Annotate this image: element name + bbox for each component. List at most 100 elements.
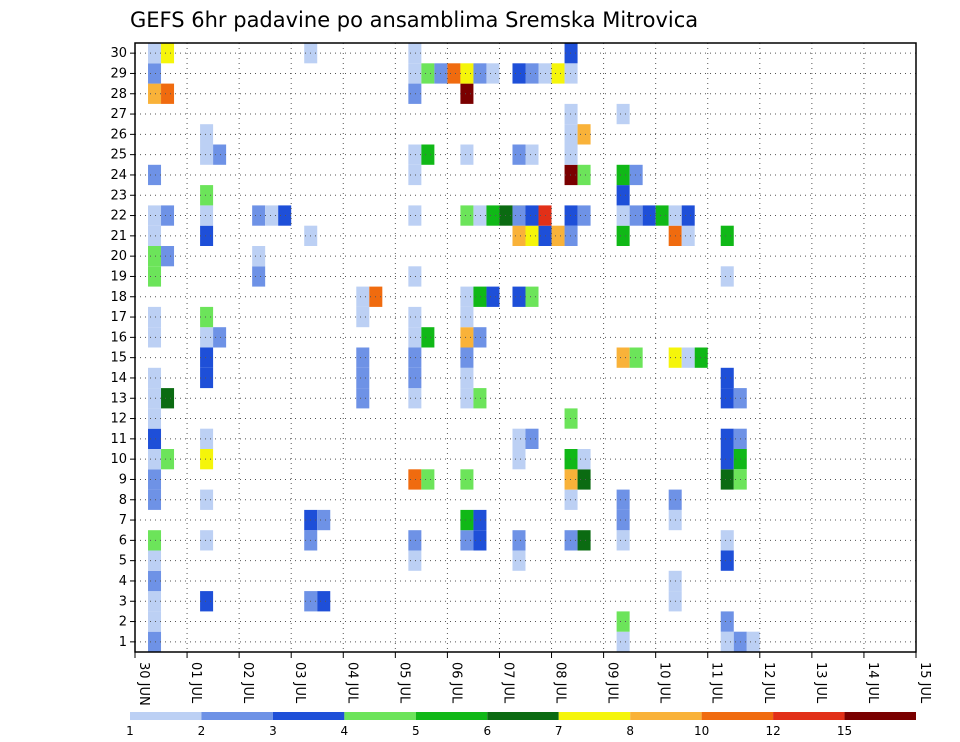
precip-cell	[161, 449, 175, 470]
precip-cell	[616, 205, 630, 226]
y-tick-label: 9	[119, 472, 127, 487]
y-tick-label: 29	[110, 66, 127, 81]
precip-cell	[408, 43, 422, 64]
precip-cell	[356, 367, 370, 389]
colorbar-label: 5	[412, 724, 420, 738]
precip-cell	[161, 83, 175, 104]
colorbar-label: 2	[198, 724, 206, 738]
colorbar-swatch	[415, 712, 488, 720]
precip-cell	[577, 164, 591, 186]
precip-cell	[525, 63, 539, 84]
precip-cell	[655, 205, 669, 226]
precip-cell	[148, 164, 162, 186]
precip-cell	[551, 225, 565, 246]
y-tick-label: 5	[119, 554, 127, 569]
precip-cell	[356, 347, 370, 368]
colorbar-swatch	[201, 712, 273, 720]
precip-cell	[161, 205, 175, 226]
precip-cell	[408, 347, 422, 368]
precip-cell	[460, 509, 474, 531]
precip-cell	[473, 509, 487, 531]
precip-cell	[577, 469, 591, 490]
precip-cell	[629, 205, 643, 226]
precip-cell	[408, 388, 422, 409]
precip-cell	[200, 489, 214, 510]
y-tick-label: 18	[110, 290, 127, 305]
precip-cell	[577, 205, 591, 226]
colorbar-swatch	[558, 712, 631, 720]
precip-cell	[408, 205, 422, 226]
y-tick-label: 22	[110, 209, 127, 224]
precip-cell	[525, 428, 539, 449]
precip-cell	[512, 449, 526, 470]
precip-cell	[551, 63, 565, 84]
precip-cell	[200, 449, 214, 470]
precip-cell	[577, 530, 591, 551]
precip-cells	[148, 43, 760, 652]
y-tick-label: 14	[110, 371, 127, 386]
precip-cell	[681, 205, 695, 226]
precip-cell	[564, 124, 578, 145]
precip-cell	[720, 388, 734, 409]
precip-cell	[681, 347, 695, 368]
precip-cell	[148, 246, 162, 267]
y-tick-label: 28	[110, 87, 127, 102]
precip-cell	[564, 43, 578, 64]
precip-cell	[161, 246, 175, 267]
precip-cell	[616, 164, 630, 186]
precip-cell	[460, 83, 474, 104]
precip-cell	[720, 428, 734, 449]
colorbar-swatch	[130, 712, 202, 720]
precip-cell	[564, 530, 578, 551]
y-tick-label: 25	[110, 148, 127, 163]
precip-cell	[486, 205, 500, 226]
precip-cell	[213, 327, 227, 348]
colorbar-label: 15	[837, 724, 852, 738]
chart-title: GEFS 6hr padavine po ansamblima Sremska …	[130, 8, 698, 32]
precip-cell	[408, 63, 422, 84]
precip-cell	[317, 591, 331, 612]
precip-cell	[356, 388, 370, 409]
precip-cell	[525, 205, 539, 226]
x-tick-label: 04 JUL	[344, 662, 359, 704]
y-tick-label: 11	[110, 432, 127, 447]
precip-cell	[148, 388, 162, 409]
y-tick-label: 16	[110, 330, 127, 345]
plot-frame	[134, 42, 917, 653]
precip-cell	[720, 550, 734, 571]
y-tick-label: 8	[119, 493, 127, 508]
precip-cell	[564, 469, 578, 490]
precip-cell	[460, 327, 474, 348]
precip-cell	[408, 266, 422, 287]
precip-cell	[200, 530, 214, 551]
precip-cell	[148, 327, 162, 348]
colorbar-swatch	[844, 712, 916, 720]
precip-cell	[720, 367, 734, 389]
colorbar-label: 4	[341, 724, 349, 738]
precip-cell	[473, 388, 487, 409]
precip-cell	[512, 144, 526, 165]
precip-cell	[265, 205, 279, 226]
y-tick-label: 3	[119, 594, 127, 609]
precip-cell	[213, 144, 227, 165]
x-axis: 30 JUN 01 JUL 02 JUL 03 JUL 04 JUL 05 JUL 06 J…	[134, 652, 932, 706]
precip-cell	[473, 327, 487, 348]
precip-cell	[746, 631, 760, 652]
precip-cell	[577, 449, 591, 470]
x-tick-label: 05 JUL	[396, 662, 411, 704]
precip-cell	[408, 144, 422, 165]
y-tick-label: 30	[110, 46, 127, 61]
x-tick-label: 08 JUL	[553, 662, 568, 704]
x-tick-label: 13 JUL	[813, 662, 828, 704]
y-tick-label: 6	[119, 533, 127, 548]
precip-cell	[421, 469, 435, 490]
precip-cell	[148, 367, 162, 389]
precip-cell	[473, 286, 487, 307]
precip-cell	[148, 550, 162, 571]
precip-cell	[564, 144, 578, 165]
precip-cell	[200, 124, 214, 145]
precip-cell	[148, 408, 162, 429]
precip-cell	[616, 489, 630, 510]
precip-cell	[200, 591, 214, 612]
precip-cell	[200, 428, 214, 449]
